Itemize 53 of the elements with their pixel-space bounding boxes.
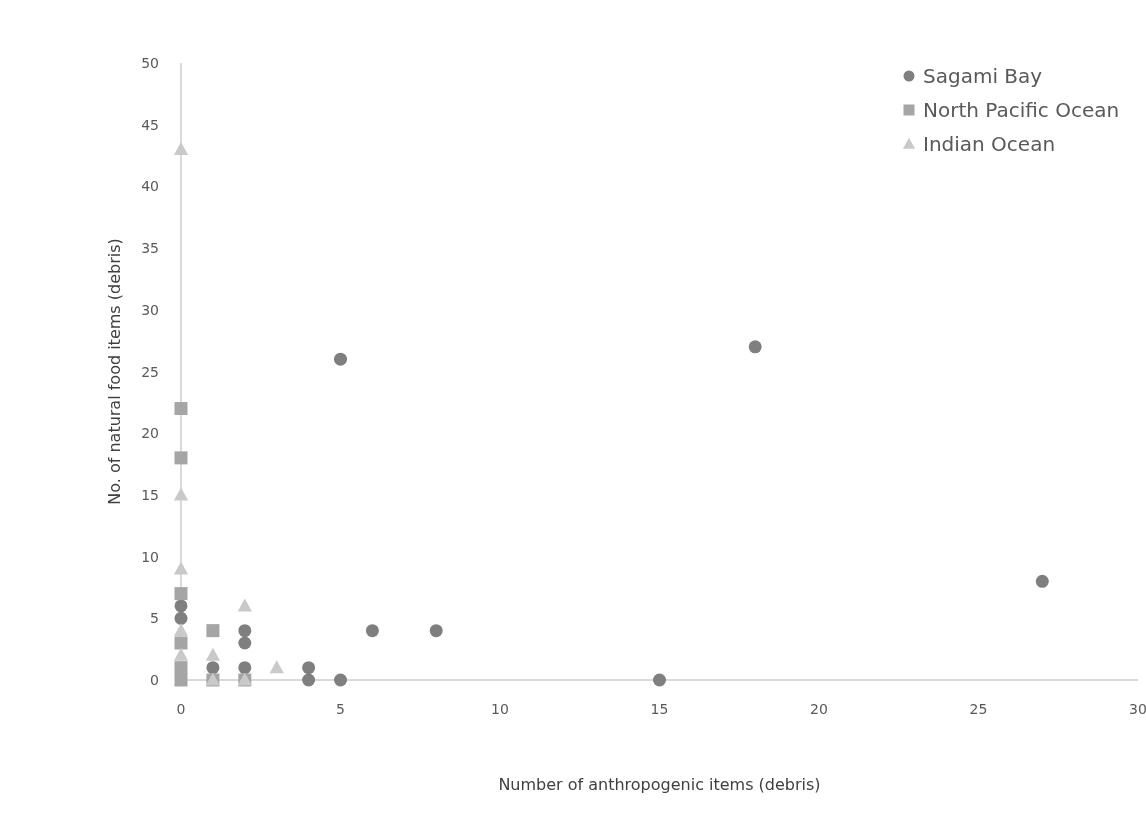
point: [429, 624, 443, 638]
point: [365, 624, 379, 638]
point: [174, 611, 188, 625]
legend-label: Indian Ocean: [923, 132, 1056, 156]
point: [174, 636, 188, 650]
point: [238, 624, 252, 638]
point: [173, 141, 189, 155]
point: [173, 623, 189, 637]
point: [174, 402, 188, 416]
y-tick-label: 25: [141, 363, 159, 380]
point: [653, 673, 666, 687]
point: [205, 647, 221, 661]
x-axis-title: Number of anthropogenic items (debris): [498, 775, 821, 794]
point: [269, 660, 284, 674]
x-tick-label: 10: [491, 701, 509, 717]
point: [748, 340, 762, 354]
y-tick-label: 10: [141, 548, 159, 565]
point: [206, 661, 220, 675]
legend-label: North Pacific Ocean: [923, 98, 1120, 122]
y-tick-label: 15: [141, 486, 159, 503]
y-tick-label: 45: [141, 116, 159, 133]
point: [174, 587, 188, 601]
y-axis-title: No. of natural food items (debris): [105, 238, 124, 505]
point: [206, 624, 220, 638]
legend-label: Sagami Bay: [923, 64, 1043, 88]
point: [238, 636, 252, 650]
y-tick-label: 50: [141, 55, 159, 71]
point: [174, 673, 188, 687]
x-tick-label: 25: [969, 701, 988, 717]
y-tick-label: 20: [141, 425, 159, 442]
y-tick-label: 0: [150, 672, 159, 688]
point: [302, 673, 316, 687]
point: [174, 451, 188, 465]
x-tick-label: 20: [810, 701, 828, 717]
y-tick-label: 40: [141, 178, 159, 195]
point: [173, 561, 189, 575]
y-tick-label: 30: [141, 301, 159, 318]
point: [174, 661, 188, 675]
point: [238, 661, 252, 675]
x-tick-label: 0: [176, 701, 186, 717]
point: [174, 599, 188, 613]
y-tick-label: 5: [150, 610, 159, 627]
point: [1035, 574, 1049, 588]
point: [302, 661, 316, 675]
point: [334, 673, 347, 687]
point: [173, 487, 189, 501]
point: [173, 647, 189, 661]
x-tick-label: 5: [336, 701, 345, 717]
x-tick-label: 15: [650, 701, 669, 717]
y-tick-label: 35: [141, 240, 159, 257]
point: [334, 352, 347, 366]
x-tick-label: 30: [1129, 701, 1146, 717]
point: [237, 598, 252, 612]
